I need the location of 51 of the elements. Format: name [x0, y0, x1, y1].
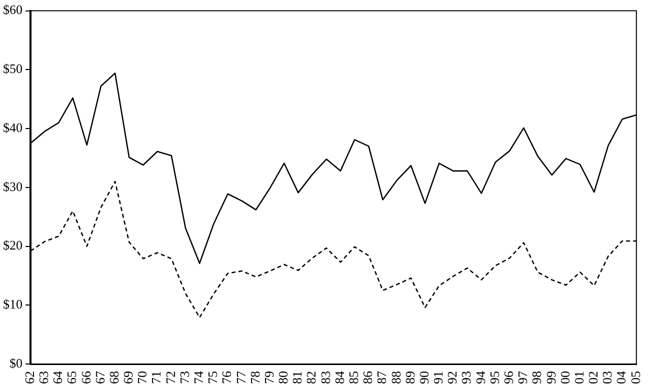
y-tick-label: $50 — [3, 61, 22, 76]
x-tick-label: 63 — [36, 371, 52, 384]
x-tick-label: 83 — [318, 371, 333, 384]
x-tick-label: 94 — [472, 370, 488, 384]
x-tick-label: 65 — [64, 371, 80, 384]
x-tick-label: 72 — [162, 371, 178, 384]
x-tick-label: 80 — [276, 371, 291, 384]
x-tick-label: 82 — [304, 371, 319, 384]
y-tick-label: $20 — [3, 238, 22, 253]
x-tick-label: 96 — [501, 370, 516, 384]
x-tick-label: 95 — [486, 371, 502, 384]
y-tick-label: $60 — [3, 2, 22, 18]
x-tick-label: 87 — [374, 370, 390, 384]
x-tick-label: 76 — [219, 370, 234, 384]
x-tick-label: 03 — [600, 371, 615, 384]
x-tick-label: 62 — [22, 371, 37, 384]
x-tick-label: 90 — [416, 371, 432, 384]
x-tick-label: 04 — [614, 370, 629, 384]
x-tick-label: 78 — [247, 371, 262, 384]
x-tick-label: 89 — [402, 371, 418, 384]
x-tick-label: 64 — [50, 370, 66, 384]
x-tick-label: 67 — [92, 370, 108, 384]
y-tick-label: $10 — [3, 296, 22, 312]
x-tick-label: 88 — [388, 371, 404, 384]
x-tick-label: 93 — [458, 371, 474, 384]
x-tick-label: 70 — [134, 371, 150, 384]
x-tick-label: 79 — [261, 371, 276, 384]
y-tick-label: $40 — [3, 120, 22, 135]
x-tick-label: 69 — [120, 371, 136, 384]
x-tick-label: 84 — [332, 370, 347, 384]
x-tick-label: 75 — [205, 371, 220, 384]
x-tick-label: 85 — [346, 371, 362, 384]
x-tick-label: 97 — [515, 370, 530, 384]
x-tick-label: 74 — [191, 370, 206, 384]
x-tick-label: 77 — [233, 370, 248, 384]
x-tick-label: 73 — [176, 371, 192, 384]
x-tick-label: 91 — [430, 371, 446, 384]
x-tick-label: 98 — [529, 371, 544, 384]
x-tick-label: 01 — [571, 371, 586, 384]
x-tick-label: 68 — [106, 371, 122, 384]
x-tick-label: 05 — [628, 371, 643, 384]
y-tick-label: $30 — [3, 178, 22, 194]
x-tick-label: 02 — [586, 371, 601, 384]
x-tick-label: 99 — [543, 371, 558, 384]
x-tick-label: 00 — [557, 371, 572, 384]
x-tick-label: 92 — [444, 371, 460, 384]
x-tick-label: 66 — [78, 370, 94, 384]
x-tick-label: 71 — [148, 371, 164, 384]
x-tick-label: 81 — [290, 371, 305, 384]
y-tick-label: $0 — [10, 355, 22, 370]
x-tick-label: 86 — [360, 370, 376, 384]
